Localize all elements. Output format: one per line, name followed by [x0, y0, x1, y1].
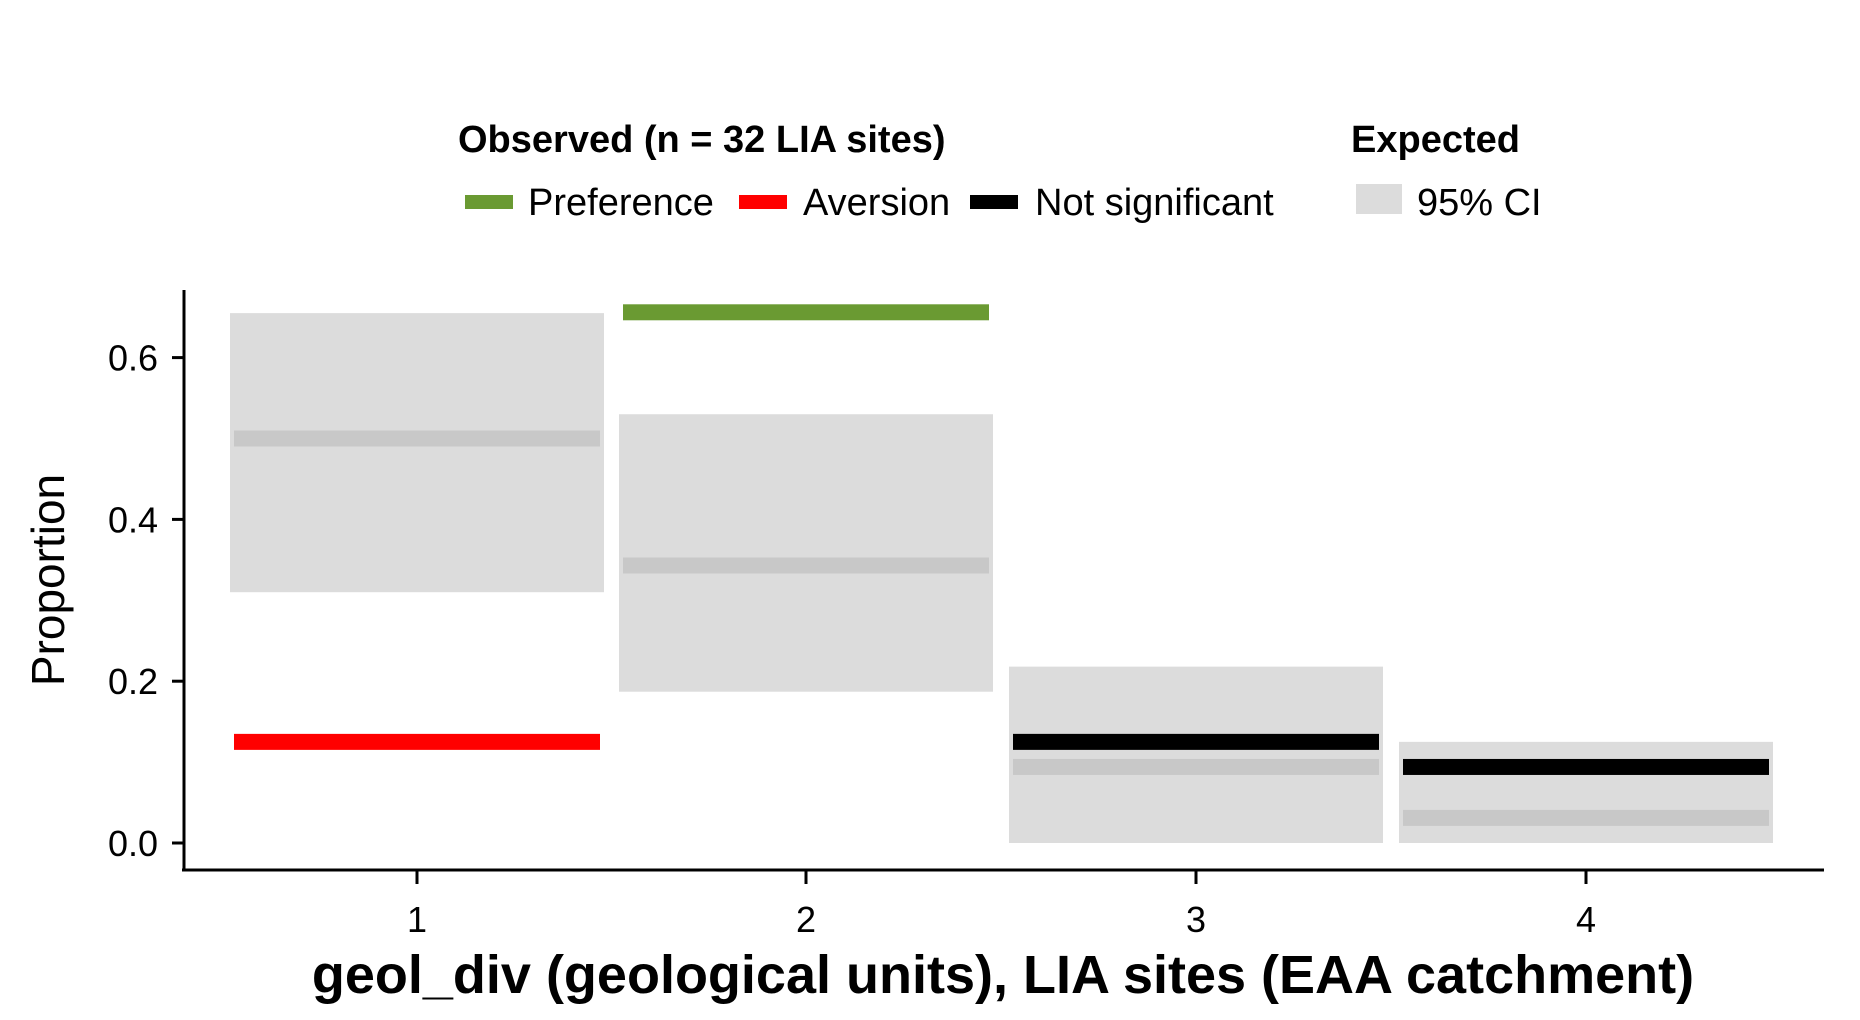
legend-label-not-significant: Not significant: [1035, 182, 1274, 224]
legend-swatch-not-significant: [970, 195, 1018, 209]
plot-area: [230, 304, 1773, 843]
observed-line-1: [234, 733, 600, 750]
expected-mean-3: [1013, 758, 1379, 775]
y-tick-label: 0.4: [108, 499, 158, 540]
x-tick-label: 4: [1576, 899, 1596, 940]
x-tick-label: 3: [1186, 899, 1206, 940]
observed-line-4: [1403, 758, 1769, 775]
legend-swatch-ci: [1356, 184, 1402, 214]
x-tick-label: 2: [796, 899, 816, 940]
y-axis-title: Proportion: [22, 474, 74, 686]
y-tick-label: 0.6: [108, 338, 158, 379]
legend-label-aversion: Aversion: [803, 182, 950, 224]
legend-expected-title: Expected: [1351, 119, 1520, 161]
expected-mean-1: [234, 430, 600, 447]
expected-mean-2: [623, 557, 989, 574]
ci-box-2: [619, 414, 993, 692]
legend-swatch-aversion: [739, 195, 787, 209]
x-axis-title: geol_div (geological units), LIA sites (…: [312, 945, 1694, 1005]
observed-line-3: [1013, 733, 1379, 750]
legend: Observed (n = 32 LIA sites) Expected Pre…: [458, 119, 1542, 224]
y-tick-label: 0.2: [108, 661, 158, 702]
legend-observed-title: Observed (n = 32 LIA sites): [458, 119, 946, 161]
ci-box-4: [1399, 741, 1773, 843]
ci-box-3: [1009, 666, 1383, 843]
legend-label-preference: Preference: [528, 182, 714, 224]
observed-line-2: [623, 304, 989, 321]
ci-box-1: [230, 313, 604, 593]
expected-mean-4: [1403, 809, 1769, 826]
x-axis-ticks: 1 2 3 4: [407, 870, 1596, 940]
y-axis-ticks: 0.0 0.2 0.4 0.6: [108, 338, 184, 864]
x-tick-label: 1: [407, 899, 427, 940]
legend-label-ci: 95% CI: [1417, 182, 1542, 224]
y-tick-label: 0.0: [108, 823, 158, 864]
legend-swatch-preference: [465, 195, 513, 209]
